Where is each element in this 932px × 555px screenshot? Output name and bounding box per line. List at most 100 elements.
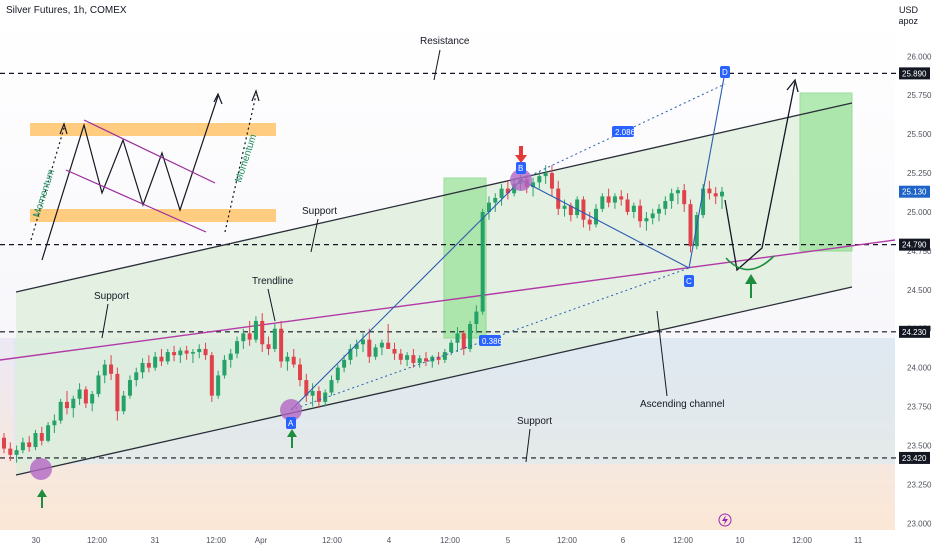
price-tick-label: 26.000 <box>907 52 932 61</box>
candle-body <box>505 188 510 194</box>
candle-body <box>316 390 321 402</box>
candle-body <box>216 375 221 396</box>
candle-body <box>612 196 617 203</box>
fib-ret-badge <box>479 335 501 346</box>
fib-ext-label: 2.086 <box>615 128 636 137</box>
candle-body <box>701 188 706 216</box>
candle-body <box>379 342 384 348</box>
candle-body <box>442 352 447 360</box>
currency-label: USD apoz <box>898 5 918 27</box>
candle-body <box>253 320 258 340</box>
current-price-label: 25.130 <box>902 188 927 197</box>
candle-body <box>197 348 202 353</box>
trendline[interactable] <box>0 239 896 361</box>
candle-body <box>461 333 466 349</box>
price-tick-label: 24.750 <box>907 247 932 256</box>
candle-body <box>298 364 303 381</box>
candle-body <box>720 191 724 197</box>
time-tick-label: 11 <box>854 536 863 545</box>
price-axis[interactable]: 26.000 25.750 25.500 25.250 25.000 24.750 24.5… <box>897 0 932 550</box>
fib-ext-badge <box>612 126 634 137</box>
candle-body <box>8 448 13 455</box>
candle-body <box>247 333 252 340</box>
abcd-leg-cd <box>688 71 726 269</box>
candle-body <box>455 333 460 343</box>
time-tick-label: 12:00 <box>87 536 108 545</box>
candle-body <box>146 362 151 368</box>
price-tick-label: 23.250 <box>907 480 932 489</box>
level-price-label: 23.420 <box>902 454 927 463</box>
time-tick-label: 12:00 <box>557 536 578 545</box>
candle-body <box>134 372 139 381</box>
green-up-arrow-right <box>745 274 757 298</box>
candle-body <box>266 344 271 349</box>
pattern-orange-band-top <box>30 123 276 136</box>
candle-body <box>272 328 277 349</box>
candle-body <box>568 205 573 216</box>
candle-body <box>423 358 428 362</box>
point-c-badge <box>684 275 694 287</box>
candle-body <box>39 433 44 441</box>
candle-body <box>392 348 397 354</box>
ascending-channel-pointer <box>656 310 668 397</box>
candle-body <box>335 367 340 381</box>
candle-body <box>172 352 177 356</box>
candle-body <box>669 193 674 202</box>
time-tick-label: 12:00 <box>792 536 813 545</box>
time-axis[interactable]: 30 12:00 31 12:00 Apr 12:00 4 12:00 5 12:00 6 12:00… <box>0 530 897 550</box>
time-tick-label: 31 <box>151 536 160 545</box>
currency-code: USD <box>898 5 918 15</box>
candle-body <box>71 398 76 409</box>
time-tick-label: 30 <box>32 536 41 545</box>
candle-body <box>575 199 580 216</box>
candle-body <box>449 342 454 353</box>
candle-body <box>279 328 284 362</box>
time-tick-label: 4 <box>387 536 392 545</box>
price-axis-bg <box>897 0 932 550</box>
candle-body <box>638 205 643 222</box>
lightning-icon[interactable] <box>718 513 732 527</box>
candle-body <box>436 356 441 360</box>
candle-body <box>64 401 69 409</box>
candle-body <box>587 219 592 225</box>
candle-body <box>486 202 491 212</box>
candle-body <box>127 380 132 396</box>
candle-body <box>594 208 599 225</box>
candle-body <box>606 196 611 203</box>
price-tick-label: 23.000 <box>907 519 932 528</box>
time-tick-label: 5 <box>506 536 511 545</box>
price-tick-label: 25.500 <box>907 130 932 139</box>
ascending-channel-label: Ascending channel <box>640 399 725 410</box>
resistance-label: Resistance <box>420 36 470 47</box>
green-up-arrow-a <box>287 429 297 448</box>
candle-body <box>619 196 624 200</box>
channel-lower-line[interactable] <box>15 286 853 476</box>
candle-body <box>361 339 365 345</box>
candle-body <box>121 395 126 412</box>
candle-body <box>631 205 636 212</box>
candle-body <box>102 364 107 376</box>
price-tick-label: 25.000 <box>907 208 932 217</box>
candle-body <box>235 341 240 354</box>
abcd-leg-bc <box>520 179 690 269</box>
channel-upper-line[interactable] <box>15 102 853 293</box>
red-down-arrow <box>515 146 527 163</box>
level-price-badge <box>899 238 930 251</box>
level-price-badge <box>899 325 930 338</box>
fib-ret-label: 0.386 <box>482 337 503 346</box>
price-tick-label: 25.750 <box>907 91 932 100</box>
candle-body <box>398 353 403 360</box>
candle-body <box>549 173 554 189</box>
candle-body <box>411 355 416 363</box>
candle-body <box>405 355 410 360</box>
green-up-arrow-left <box>37 489 47 508</box>
candle-body <box>373 347 378 357</box>
resistance-pointer <box>433 49 441 81</box>
point-b-badge <box>516 162 526 174</box>
candle-body <box>329 380 334 393</box>
time-tick-label: 12:00 <box>322 536 343 545</box>
candle-body <box>203 348 208 356</box>
candle-body <box>562 205 567 209</box>
pattern-inset <box>30 89 260 261</box>
